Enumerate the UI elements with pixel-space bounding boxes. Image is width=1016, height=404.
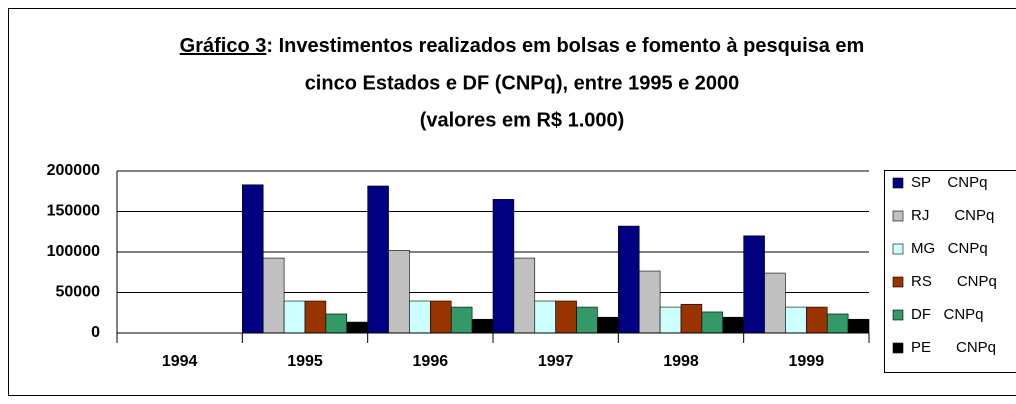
bar xyxy=(325,313,348,334)
chart-title: cinco Estados e DF (CNPq), entre 1995 e … xyxy=(305,72,740,94)
x-tick-label: 1999 xyxy=(789,353,825,370)
bar xyxy=(430,300,452,334)
legend-label: MG CNPq xyxy=(911,240,988,257)
chart-border xyxy=(8,8,1016,396)
legend-box xyxy=(884,170,1016,373)
bar xyxy=(701,311,724,334)
bar xyxy=(471,318,494,334)
legend-label: SP CNPq xyxy=(911,174,987,191)
bar xyxy=(806,306,828,334)
legend-label: RS CNPq xyxy=(911,273,997,290)
bar xyxy=(576,306,598,334)
legend-swatch xyxy=(892,309,904,321)
legend-swatch xyxy=(892,342,904,354)
legend-label: DF CNPq xyxy=(911,306,984,323)
y-tick-label: 100000 xyxy=(47,243,100,260)
x-tick-label: 1998 xyxy=(663,353,699,370)
y-tick-label: 0 xyxy=(91,324,100,341)
legend-label: PE CNPq xyxy=(911,339,996,356)
y-tick-label: 50000 xyxy=(56,284,101,301)
x-tick-label: 1995 xyxy=(287,353,323,370)
bar xyxy=(346,321,368,334)
bar xyxy=(743,235,765,334)
legend-swatch xyxy=(892,177,904,189)
bar xyxy=(409,300,431,334)
bar xyxy=(304,300,327,334)
x-tick-label: 1994 xyxy=(162,353,198,370)
legend-swatch xyxy=(892,243,904,255)
legend-swatch xyxy=(892,276,904,288)
y-tick-label: 150000 xyxy=(47,203,100,220)
bar xyxy=(764,272,786,334)
legend-swatch xyxy=(892,210,904,222)
bar xyxy=(242,184,264,334)
bar xyxy=(555,300,577,334)
bar xyxy=(283,300,306,334)
legend-label: RJ CNPq xyxy=(911,207,994,224)
bar xyxy=(492,199,515,334)
x-tick-label: 1996 xyxy=(413,353,449,370)
bar xyxy=(680,303,703,334)
bar xyxy=(847,318,870,334)
bar xyxy=(659,306,682,334)
bar xyxy=(785,306,807,334)
bar xyxy=(597,316,619,334)
chart-title: Gráfico 3: Investimentos realizados em b… xyxy=(180,35,865,57)
x-tick-label: 1997 xyxy=(538,353,574,370)
bar xyxy=(826,313,849,334)
y-tick-label: 200000 xyxy=(47,162,100,179)
chart-subtitle: (valores em R$ 1.000) xyxy=(420,109,625,131)
bar xyxy=(722,316,744,334)
bar xyxy=(618,225,640,334)
bar xyxy=(388,250,410,334)
bar xyxy=(513,257,536,334)
bar xyxy=(534,300,556,334)
bar xyxy=(262,257,285,334)
bar xyxy=(367,185,389,334)
title-label: Gráfico 3 xyxy=(180,35,267,57)
bar xyxy=(638,270,661,334)
bar xyxy=(450,306,473,334)
title-line: : Investimentos realizados em bolsas e f… xyxy=(266,35,864,57)
